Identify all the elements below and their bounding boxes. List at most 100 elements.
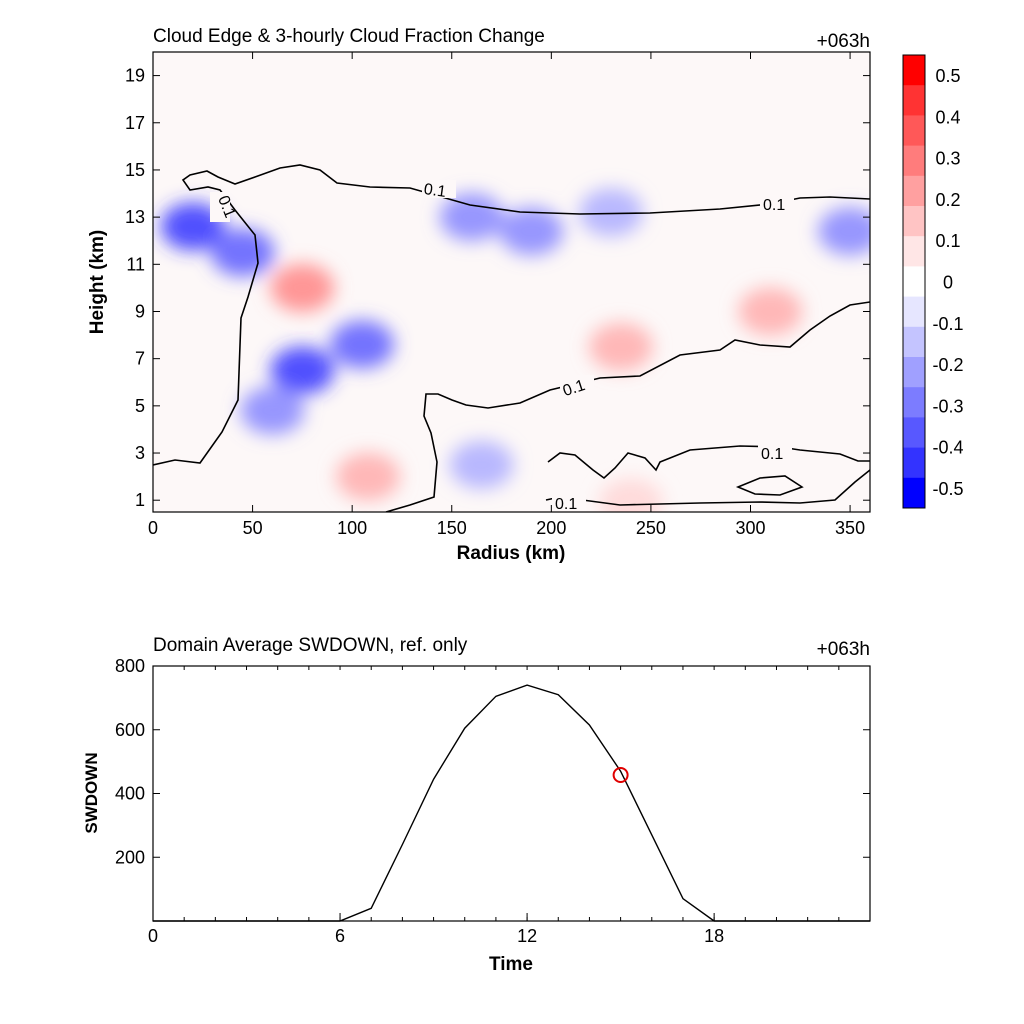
top-plot-frame xyxy=(152,51,871,513)
x-tick-label: 100 xyxy=(337,518,367,538)
colorbar-bin xyxy=(903,357,925,388)
y-tick-label: 19 xyxy=(125,66,145,86)
colorbar-frame xyxy=(902,54,926,509)
anomaly-blob xyxy=(738,287,803,336)
anomaly-blob xyxy=(270,346,335,395)
bottom-plot-frame xyxy=(152,665,871,922)
x-tick-label: 12 xyxy=(517,926,537,946)
contour-lower xyxy=(385,301,870,512)
contour-low-cell xyxy=(547,445,870,480)
colorbar-label: 0.4 xyxy=(935,107,960,127)
x-tick-label: 350 xyxy=(835,518,865,538)
bottom-time-label: +063h xyxy=(817,639,870,660)
bottom-x-axis-label: Time xyxy=(489,954,533,975)
colorbar-label: 0.1 xyxy=(935,231,960,251)
colorbar-bin xyxy=(903,266,925,298)
contour-label: 0.1 xyxy=(555,496,577,513)
x-tick-label: 150 xyxy=(437,518,467,538)
contour-label: 0.1 xyxy=(561,377,588,400)
x-tick-label: 18 xyxy=(704,926,724,946)
colorbar-bin xyxy=(903,387,925,418)
top-x-axis-label: Radius (km) xyxy=(457,543,566,564)
colorbar-bin xyxy=(903,326,925,358)
bottom-y-axis-label: SWDOWN xyxy=(82,752,101,833)
cloud-fraction-panel: Cloud Edge & 3-hourly Cloud Fraction Cha… xyxy=(87,26,871,564)
bottom-axis-ticks: 0 6 12 18 200 400 600 800 xyxy=(115,656,870,946)
colorbar-label: -0.1 xyxy=(932,314,963,334)
current-time-marker xyxy=(612,767,629,784)
y-tick-label: 17 xyxy=(125,113,145,133)
anomaly-blob xyxy=(210,228,275,277)
colorbar-bin xyxy=(903,206,925,237)
colorbar-bins xyxy=(903,55,925,509)
anomaly-blob xyxy=(336,452,401,501)
y-tick-label: 7 xyxy=(135,349,145,369)
colorbar: 0.5 0.4 0.3 0.2 0.1 0 -0.1 -0.2 -0.3 -0.4 -0.5 xyxy=(902,54,964,509)
colorbar-label: 0.3 xyxy=(935,149,960,169)
colorbar-bin xyxy=(903,447,925,479)
contour-small-cell xyxy=(735,475,804,496)
top-chart-title: Cloud Edge & 3-hourly Cloud Fraction Cha… xyxy=(153,26,545,47)
anomaly-blob xyxy=(439,193,504,242)
colorbar-bin xyxy=(903,55,925,86)
colorbar-bin xyxy=(903,85,925,116)
anomaly-blob xyxy=(818,207,870,256)
contour-label-bg xyxy=(422,180,456,198)
y-tick-label: 11 xyxy=(126,254,145,274)
colorbar-bin xyxy=(903,417,925,449)
contour-label: 0.1 xyxy=(423,181,447,201)
bottom-chart-title: Domain Average SWDOWN, ref. only xyxy=(153,635,468,656)
top-time-label: +063h xyxy=(817,31,870,52)
colorbar-labels: 0.5 0.4 0.3 0.2 0.1 0 -0.1 -0.2 -0.3 -0.4 -0.5 xyxy=(932,66,963,499)
heatmap-field: 0.1 0.1 0.1 0.1 0.1 0.1 xyxy=(153,52,870,513)
x-tick-label: 200 xyxy=(536,518,566,538)
y-tick-label: 400 xyxy=(115,784,145,804)
colorbar-label: 0.2 xyxy=(935,190,960,210)
contour-label-bg xyxy=(560,375,594,393)
anomaly-blob xyxy=(579,188,644,237)
contour-label-bg xyxy=(210,192,230,222)
y-tick-label: 200 xyxy=(115,847,145,867)
y-tick-label: 9 xyxy=(135,301,145,321)
x-tick-label: 6 xyxy=(335,926,345,946)
anomaly-blob xyxy=(330,320,395,369)
contour-label: 0.1 xyxy=(763,197,785,214)
x-tick-label: 300 xyxy=(735,518,765,538)
y-tick-label: 1 xyxy=(135,490,145,510)
colorbar-label: 0.5 xyxy=(935,66,960,86)
x-tick-label: 0 xyxy=(148,926,158,946)
colorbar-bin xyxy=(903,115,925,147)
contour-labels: 0.1 0.1 0.1 0.1 0.1 0.1 xyxy=(210,180,794,513)
swdown-panel: Domain Average SWDOWN, ref. only +063h 0… xyxy=(82,635,871,975)
x-tick-label: 50 xyxy=(243,518,263,538)
anomaly-blob xyxy=(449,440,514,489)
top-y-axis-label: Height (km) xyxy=(87,230,108,335)
anomaly-blob xyxy=(589,322,654,371)
colorbar-label: -0.3 xyxy=(932,396,963,416)
contour-label: 0.1 xyxy=(761,446,783,463)
colorbar-label: -0.5 xyxy=(932,479,963,499)
contour-upper xyxy=(153,164,870,466)
swdown-series-line xyxy=(153,684,870,922)
anomaly-blob xyxy=(160,202,225,251)
colorbar-label: -0.2 xyxy=(932,355,963,375)
contour-label-bg xyxy=(552,494,586,512)
x-tick-label: 250 xyxy=(636,518,666,538)
colorbar-bin xyxy=(903,296,925,328)
colorbar-bin xyxy=(903,175,925,207)
contour-label-bg xyxy=(760,194,794,212)
colorbar-bin xyxy=(903,145,925,177)
anomaly-blob xyxy=(499,207,564,256)
y-tick-label: 600 xyxy=(115,720,145,740)
y-tick-label: 5 xyxy=(135,396,145,416)
anomaly-blob xyxy=(240,386,305,435)
colorbar-label: -0.4 xyxy=(932,438,963,458)
colorbar-bin xyxy=(903,236,925,267)
colorbar-label: 0 xyxy=(943,273,953,293)
colorbar-bin xyxy=(903,477,925,509)
anomaly-blob xyxy=(270,263,335,312)
y-tick-label: 800 xyxy=(115,656,145,676)
y-tick-label: 15 xyxy=(125,160,145,180)
